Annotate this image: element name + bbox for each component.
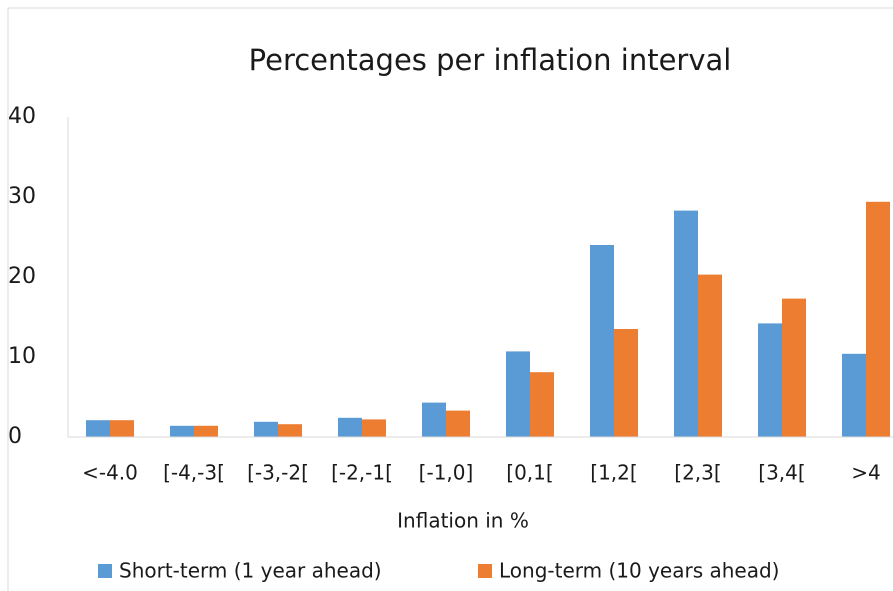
chart-border: [7, 7, 893, 591]
bar: [278, 424, 302, 437]
y-tick-label: 10: [8, 344, 36, 369]
chart-title: Percentages per inflation interval: [249, 43, 732, 77]
x-tick-label: [-2,-1[: [331, 461, 393, 485]
legend-marker: [98, 564, 112, 578]
bar: [506, 351, 530, 437]
y-tick-label: 20: [8, 264, 36, 289]
bar: [530, 372, 554, 437]
y-tick-label: 30: [8, 184, 36, 209]
legend-label: Long-term (10 years ahead): [499, 559, 779, 583]
x-tick-label: [2,3[: [674, 461, 721, 485]
bar: [758, 323, 782, 437]
bar: [674, 210, 698, 437]
y-tick-label: 40: [8, 104, 36, 129]
bar: [86, 420, 110, 437]
bar: [422, 402, 446, 437]
bar: [170, 425, 194, 437]
x-tick-label: [3,4[: [758, 461, 805, 485]
bar: [110, 420, 134, 437]
bar: [194, 425, 218, 437]
bar: [698, 274, 722, 437]
x-tick-label: [-1,0]: [419, 461, 474, 485]
x-tick-label: [-3,-2[: [247, 461, 309, 485]
bar: [590, 245, 614, 437]
bar: [866, 201, 890, 437]
x-tick-label: <-4.0: [82, 461, 138, 485]
x-axis-label: Inflation in %: [397, 509, 529, 533]
bar: [614, 329, 638, 437]
bar: [782, 298, 806, 437]
bar: [842, 353, 866, 437]
bar: [446, 410, 470, 437]
bar: [338, 417, 362, 437]
x-tick-label: [-4,-3[: [163, 461, 225, 485]
x-tick-label: [1,2[: [590, 461, 637, 485]
x-tick-label: >4: [851, 461, 880, 485]
x-tick-label: [0,1[: [506, 461, 553, 485]
bar: [362, 419, 386, 437]
legend-label: Short-term (1 year ahead): [119, 559, 382, 583]
legend-marker: [478, 564, 492, 578]
y-tick-label: 0: [8, 424, 22, 449]
bar: [254, 421, 278, 437]
